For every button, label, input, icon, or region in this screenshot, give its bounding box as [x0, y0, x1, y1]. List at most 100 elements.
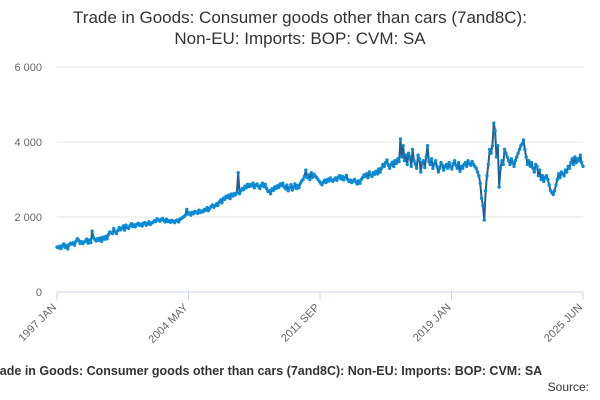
data-point: [450, 167, 454, 171]
data-point: [251, 181, 255, 185]
data-point: [218, 198, 223, 202]
data-point: [289, 183, 293, 187]
data-point: [406, 151, 411, 155]
data-point: [478, 181, 482, 185]
data-point: [183, 213, 188, 217]
data-point: [512, 164, 516, 169]
data-point: [387, 166, 392, 170]
data-point: [402, 159, 407, 163]
data-point: [404, 153, 408, 157]
data-point: [463, 160, 468, 165]
data-point: [538, 168, 542, 172]
data-point: [477, 174, 481, 178]
data-point: [89, 240, 93, 245]
data-point: [76, 238, 81, 242]
data-point: [475, 170, 480, 174]
data-point: [114, 231, 119, 236]
y-tick-label: 2 000: [14, 212, 42, 224]
y-axis-tick-labels: 0 2 000 4 000 6 000: [14, 62, 42, 299]
data-point: [373, 172, 377, 176]
data-point: [287, 186, 292, 190]
series-imports: [55, 121, 585, 251]
data-point: [400, 155, 404, 159]
data-point: [419, 170, 423, 174]
data-point: [102, 237, 107, 241]
data-point: [423, 165, 427, 170]
data-point: [244, 186, 249, 190]
y-tick-label: 0: [36, 287, 42, 299]
data-point: [185, 207, 189, 212]
data-point: [143, 220, 147, 225]
data-point: [520, 142, 524, 146]
data-point: [378, 170, 382, 174]
data-point: [515, 155, 519, 159]
data-point: [405, 162, 409, 167]
data-point: [205, 205, 209, 210]
data-point: [431, 166, 435, 170]
data-point: [98, 236, 102, 240]
data-point: [521, 138, 526, 142]
data-point: [285, 183, 289, 187]
data-point: [220, 201, 224, 205]
data-point: [324, 180, 328, 185]
data-point: [433, 159, 438, 163]
data-point: [501, 162, 505, 167]
data-point: [558, 175, 562, 180]
data-point: [154, 219, 158, 224]
data-point: [140, 224, 144, 228]
data-point: [502, 147, 507, 152]
data-point: [421, 159, 426, 163]
data-point: [544, 174, 549, 178]
data-point: [565, 170, 569, 174]
data-point: [305, 175, 309, 180]
gridlines: [57, 66, 583, 218]
data-point: [460, 166, 465, 170]
x-axis-tick-labels: 1997 JAN 2004 MAY 2011 SEP 2019 JAN 2025 JUN: [16, 301, 585, 346]
data-point: [277, 185, 281, 190]
data-point: [291, 185, 296, 189]
data-point: [340, 174, 345, 179]
data-point: [112, 226, 116, 231]
data-point: [493, 129, 497, 133]
data-point: [570, 157, 574, 161]
data-point: [486, 162, 491, 167]
data-point: [163, 220, 167, 224]
data-point: [508, 162, 512, 167]
data-point: [490, 144, 495, 148]
data-point: [412, 159, 416, 163]
x-tick-label: 1997 JAN: [16, 302, 59, 345]
data-point: [294, 186, 299, 191]
data-point: [439, 160, 443, 165]
x-tick-label: 2004 MAY: [146, 301, 191, 346]
data-point: [470, 159, 474, 164]
data-point: [466, 159, 470, 163]
data-point: [483, 189, 488, 193]
x-tick-label: 2011 SEP: [279, 302, 322, 345]
data-point: [310, 175, 315, 179]
data-point: [417, 157, 422, 161]
data-point: [409, 164, 413, 169]
data-point: [555, 177, 560, 182]
data-point: [435, 164, 439, 169]
data-point: [391, 164, 396, 169]
data-point: [335, 178, 339, 182]
data-point: [320, 183, 324, 187]
data-point: [504, 151, 508, 155]
data-point: [494, 155, 499, 159]
data-point: [189, 213, 193, 217]
data-point: [290, 188, 294, 192]
data-point: [554, 183, 558, 187]
data-point: [436, 170, 441, 174]
data-point: [489, 151, 493, 155]
data-point: [440, 163, 445, 167]
data-point: [237, 192, 242, 196]
data-point: [516, 151, 520, 155]
data-point: [121, 224, 125, 228]
data-point: [509, 157, 514, 161]
data-point: [474, 166, 478, 170]
data-point: [105, 237, 109, 241]
data-point: [195, 211, 200, 215]
data-point: [274, 186, 278, 191]
data-point: [293, 182, 297, 186]
data-point: [410, 147, 415, 152]
